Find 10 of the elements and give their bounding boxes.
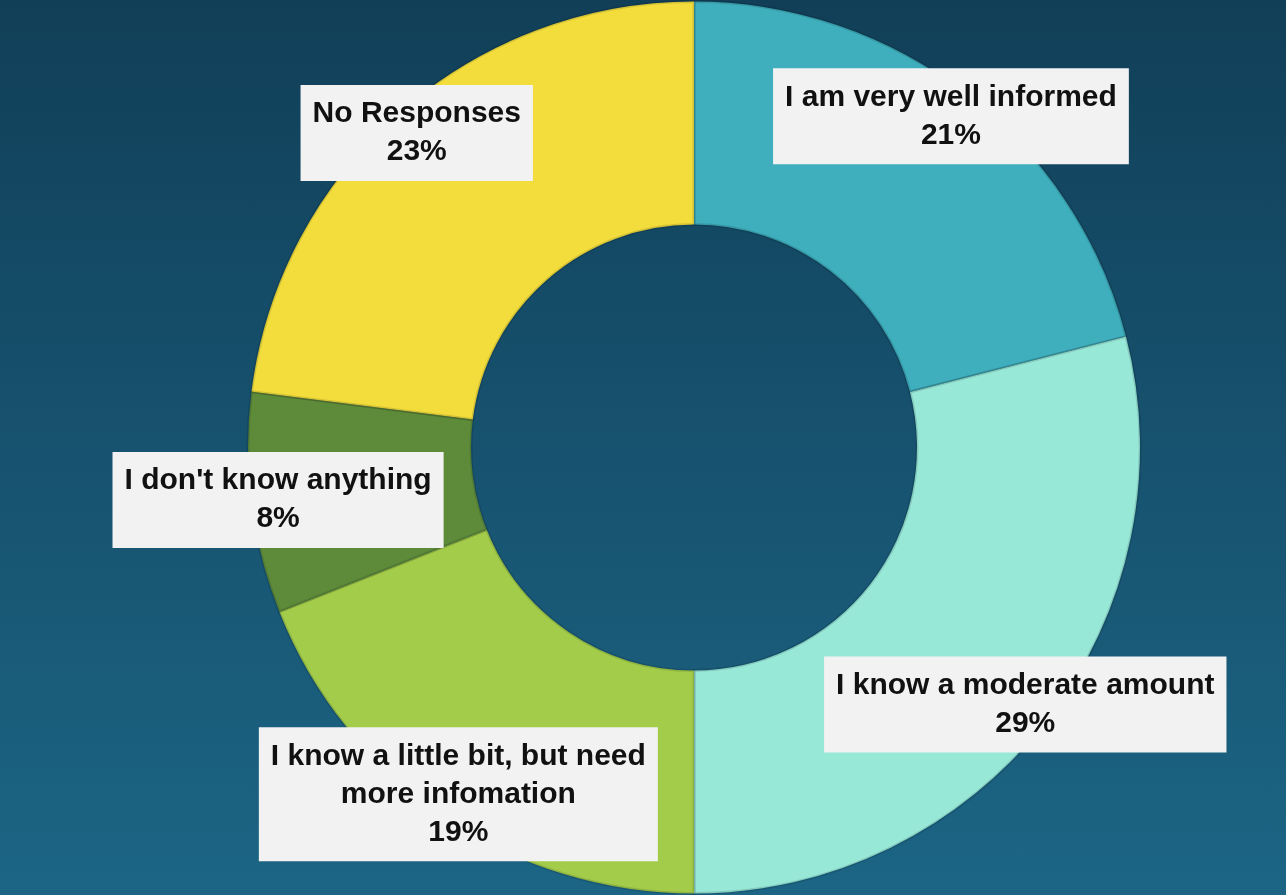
slice-label: I don't know anything (124, 462, 432, 496)
slice-label: I know a moderate amount (836, 666, 1215, 700)
data-label: 8% (256, 500, 300, 534)
slice-label: I know a little bit, but need more infomation (270, 737, 646, 809)
data-label: 21% (920, 116, 981, 150)
data-label: 19% (428, 813, 489, 847)
data-label: 29% (995, 704, 1056, 738)
slice-label: No Responses (312, 95, 521, 129)
slice-label: I am very well informed (785, 78, 1117, 112)
data-label: 23% (386, 133, 447, 167)
